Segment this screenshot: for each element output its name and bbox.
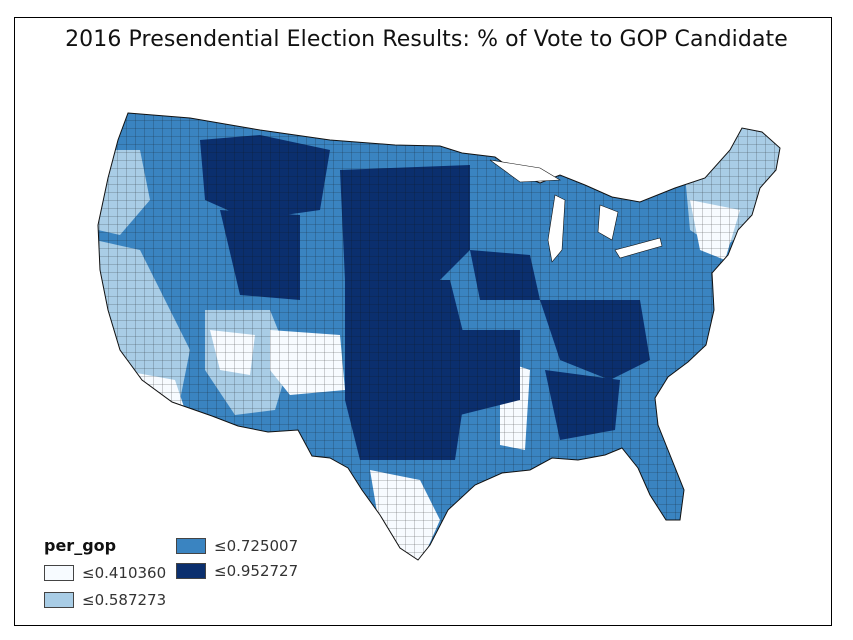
lake-huron — [597, 204, 619, 241]
legend-label-2: ≤0.587273 — [82, 591, 167, 609]
map-regions — [98, 113, 780, 560]
legend-label-1: ≤0.410360 — [82, 564, 167, 582]
legend-label-3: ≤0.725007 — [214, 537, 299, 555]
lake-superior — [489, 159, 562, 183]
lake-michigan — [547, 194, 566, 263]
legend-item-4: ≤0.952727 — [176, 560, 298, 582]
legend-label-4: ≤0.952727 — [214, 562, 299, 580]
map-title: 2016 Presendential Election Results: % o… — [65, 27, 788, 52]
legend-item-1: ≤0.410360 — [44, 562, 166, 584]
us-outline — [97, 112, 781, 561]
legend-item-2: ≤0.587273 — [44, 589, 166, 611]
county-boundaries — [98, 113, 780, 560]
legend-swatch-4 — [176, 563, 206, 579]
legend-swatch-2 — [44, 592, 74, 608]
lake-erie — [614, 237, 663, 259]
legend-title: per_gop — [44, 536, 117, 555]
legend-item-3: ≤0.725007 — [176, 535, 298, 557]
legend-swatch-3 — [176, 538, 206, 554]
legend-swatch-1 — [44, 565, 74, 581]
